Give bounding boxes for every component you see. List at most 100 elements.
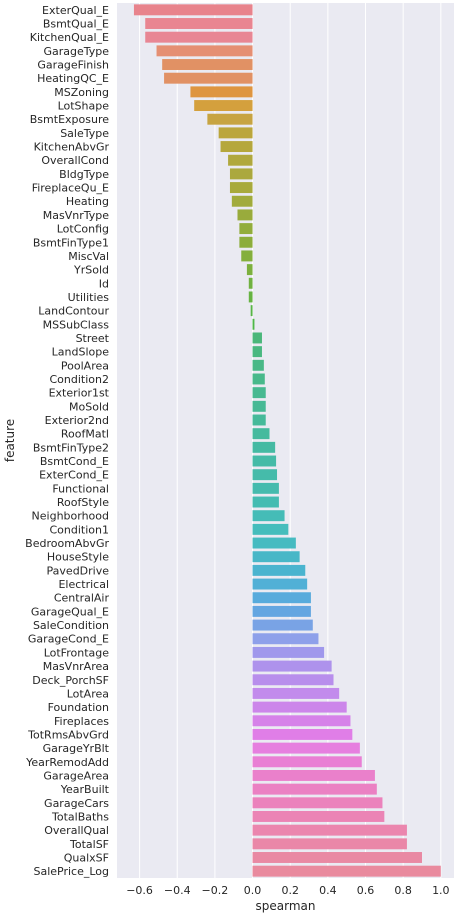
bar bbox=[252, 346, 262, 358]
bar bbox=[252, 387, 266, 399]
bar bbox=[252, 783, 377, 795]
x-tick-label: 0.8 bbox=[394, 884, 412, 897]
y-tick-label: MoSold bbox=[69, 400, 109, 413]
bar bbox=[252, 824, 407, 836]
bar bbox=[239, 236, 253, 248]
y-tick-label: Foundation bbox=[48, 701, 109, 714]
y-tick-label: Fireplaces bbox=[54, 715, 109, 728]
y-tick-label: RoofMatl bbox=[61, 428, 109, 441]
y-tick-label: QualxSF bbox=[64, 851, 109, 864]
y-tick-label: GarageCars bbox=[44, 797, 109, 810]
bar bbox=[252, 496, 279, 508]
y-tick-label: Condition2 bbox=[50, 373, 110, 386]
bar bbox=[252, 400, 266, 412]
bar bbox=[231, 195, 253, 207]
y-tick-label: MasVnrType bbox=[43, 209, 109, 222]
bar bbox=[164, 72, 253, 84]
y-tick-label: BsmtCond_E bbox=[40, 455, 109, 468]
y-tick-label: ExterQual_E bbox=[42, 4, 109, 17]
y-tick-label: SalePrice_Log bbox=[33, 865, 109, 878]
x-tick-labels: −0.6 −0.4 −0.2 0.0 0.2 0.4 0.6 0.8 1.0 bbox=[126, 884, 449, 897]
y-tick-label: Id bbox=[99, 277, 109, 290]
bar bbox=[246, 264, 253, 276]
y-tick-label: LotConfig bbox=[57, 223, 109, 236]
bar bbox=[229, 168, 253, 180]
y-tick-label: BsmtFinType1 bbox=[33, 236, 109, 249]
bar bbox=[194, 100, 253, 112]
y-tick-label: BedroomAbvGr bbox=[25, 537, 109, 550]
y-tick-label: SaleCondition bbox=[33, 619, 109, 632]
y-tick-label: ExterCond_E bbox=[39, 469, 109, 482]
y-tick-label: LotArea bbox=[67, 687, 109, 700]
bar bbox=[220, 141, 253, 153]
bar bbox=[252, 838, 407, 850]
bar bbox=[248, 291, 253, 303]
bar bbox=[250, 305, 253, 317]
bar bbox=[156, 45, 253, 57]
y-tick-label: Exterior2nd bbox=[45, 414, 109, 427]
y-tick-label: LandSlope bbox=[52, 346, 110, 359]
bar bbox=[190, 86, 253, 98]
bar bbox=[252, 742, 360, 754]
bar bbox=[252, 715, 351, 727]
x-tick-label: 0.0 bbox=[244, 884, 262, 897]
bar bbox=[252, 728, 353, 740]
y-tick-label: Electrical bbox=[58, 578, 109, 591]
y-tick-label: Deck_PorchSF bbox=[32, 674, 109, 687]
bar bbox=[239, 223, 253, 235]
y-tick-label: FireplaceQu_E bbox=[32, 182, 109, 195]
x-tick-label: 1.0 bbox=[432, 884, 450, 897]
y-tick-label: Utilities bbox=[68, 291, 110, 304]
y-tick-label: MasVnrArea bbox=[43, 660, 109, 673]
y-tick-label: BsmtExposure bbox=[30, 113, 109, 126]
y-tick-label: KitchenQual_E bbox=[30, 31, 109, 44]
bar bbox=[145, 18, 253, 29]
y-tick-label: GarageQual_E bbox=[31, 605, 109, 618]
y-tick-label: RoofStyle bbox=[57, 496, 109, 509]
bar bbox=[252, 510, 285, 522]
y-tick-label: GarageCond_E bbox=[28, 633, 109, 646]
y-tick-label: TotalBaths bbox=[51, 810, 109, 823]
y-tick-label: KitchenAbvGr bbox=[34, 141, 110, 154]
bar bbox=[252, 523, 289, 535]
y-tick-label: PavedDrive bbox=[47, 564, 110, 577]
x-tick-label: 0.4 bbox=[319, 884, 337, 897]
bar bbox=[252, 592, 311, 604]
y-tick-label: Neighborhood bbox=[32, 510, 109, 523]
y-tick-label: BsmtQual_E bbox=[43, 18, 109, 31]
bar bbox=[252, 756, 362, 768]
y-tick-label: LotFrontage bbox=[44, 646, 110, 659]
bar bbox=[252, 373, 265, 385]
x-axis-label: spearman bbox=[256, 899, 316, 913]
bar bbox=[252, 646, 325, 658]
y-tick-label: MSSubClass bbox=[43, 318, 110, 331]
y-tick-label: YearBuilt bbox=[60, 783, 110, 796]
y-tick-label: Heating bbox=[66, 195, 109, 208]
x-tick-label: −0.2 bbox=[202, 884, 229, 897]
y-tick-label: MSZoning bbox=[54, 86, 109, 99]
bar bbox=[252, 797, 383, 809]
bar bbox=[252, 605, 311, 617]
y-tick-label: OverallQual bbox=[44, 824, 109, 837]
bar bbox=[207, 113, 253, 125]
bar bbox=[228, 154, 253, 166]
y-tick-label: BsmtFinType2 bbox=[33, 441, 109, 454]
y-tick-label: TotRmsAbvGrd bbox=[27, 728, 109, 741]
bar bbox=[252, 455, 277, 467]
y-tick-label: GarageFinish bbox=[37, 59, 109, 72]
bar bbox=[252, 318, 255, 330]
y-tick-label: GarageYrBlt bbox=[43, 742, 110, 755]
bar bbox=[162, 59, 253, 70]
y-tick-label: MiscVal bbox=[68, 250, 109, 263]
bar bbox=[248, 277, 253, 289]
bar bbox=[252, 564, 306, 576]
bar bbox=[252, 633, 319, 645]
y-tick-label: Condition1 bbox=[50, 523, 110, 536]
bar bbox=[252, 482, 279, 494]
y-tick-label: CentralAir bbox=[54, 592, 110, 605]
y-tick-label: SaleType bbox=[60, 127, 109, 140]
y-tick-label: PoolArea bbox=[61, 359, 109, 372]
x-tick-label: −0.6 bbox=[126, 884, 153, 897]
bar bbox=[237, 209, 253, 221]
